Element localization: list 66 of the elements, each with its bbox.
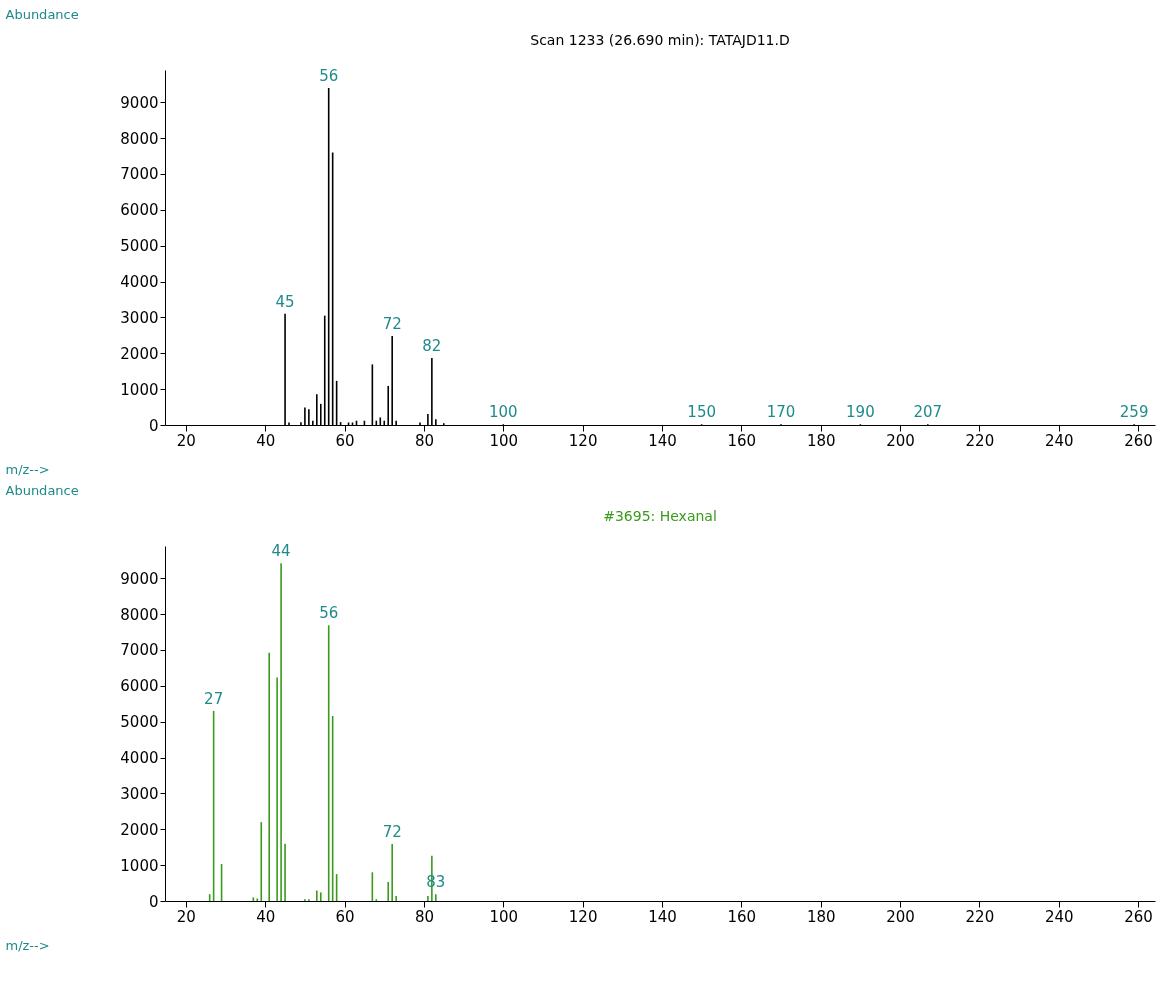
x-tick-label: 180 <box>806 431 836 450</box>
x-tick-label: 20 <box>176 907 196 926</box>
x-tick-label: 140 <box>648 907 677 926</box>
annotation: 45 <box>275 292 295 311</box>
y-tick-label: 3000 <box>120 308 159 327</box>
annotation: 56 <box>319 66 339 85</box>
x-tick-label: 60 <box>335 431 355 450</box>
y-tick-label: 4000 <box>120 273 159 292</box>
y-tick-label: 3000 <box>120 784 159 803</box>
y-tick-label: 0 <box>148 416 159 435</box>
x-tick-label: 120 <box>568 431 598 450</box>
chart-title: Scan 1233 (26.690 min): TATAJD11.D <box>530 32 790 48</box>
annotation: 56 <box>319 604 339 623</box>
x-tick-label: 180 <box>806 907 836 926</box>
x-tick-label: 60 <box>335 907 355 926</box>
x-tick-label: 220 <box>965 431 995 450</box>
y-tick-label: 7000 <box>120 165 159 184</box>
y-tick-label: 2000 <box>120 344 159 363</box>
x-tick-label: 240 <box>1044 907 1074 926</box>
y-tick-label: 4000 <box>120 749 159 768</box>
x-tick-label: 260 <box>1124 431 1153 450</box>
annotation: 72 <box>382 822 402 841</box>
x-tick-label: 120 <box>568 907 598 926</box>
y-tick-label: 7000 <box>120 641 159 660</box>
y-tick-label: 6000 <box>120 201 159 220</box>
y-tick-label: 5000 <box>120 237 159 256</box>
x-axis-title: m/z--> <box>5 937 50 953</box>
y-tick-label: 9000 <box>120 93 159 112</box>
y-tick-label: 6000 <box>120 677 159 696</box>
x-tick-label: 240 <box>1044 431 1074 450</box>
x-tick-label: 220 <box>965 907 995 926</box>
x-tick-label: 20 <box>176 431 196 450</box>
x-tick-label: 140 <box>648 431 677 450</box>
x-tick-label: 40 <box>256 907 276 926</box>
y-tick-label: 8000 <box>120 605 159 624</box>
annotation: 27 <box>204 689 224 708</box>
x-tick-label: 100 <box>489 431 519 450</box>
y-tick-label: 9000 <box>120 569 159 588</box>
annotation: 82 <box>422 336 442 355</box>
x-tick-label: 200 <box>886 431 915 450</box>
y-tick-label: 5000 <box>120 713 159 732</box>
chart-title: #3695: Hexanal <box>603 508 717 524</box>
x-tick-label: 260 <box>1124 907 1153 926</box>
x-tick-label: 160 <box>727 431 757 450</box>
annotation: 170 <box>766 403 796 422</box>
x-tick-label: 80 <box>414 431 434 450</box>
x-tick-label: 160 <box>727 907 757 926</box>
y-axis-title: Abundance <box>5 482 79 498</box>
x-axis-title: m/z--> <box>5 461 50 477</box>
x-tick-label: 80 <box>414 907 434 926</box>
y-tick-label: 2000 <box>120 820 159 839</box>
x-tick-label: 40 <box>256 431 276 450</box>
y-tick-label: 1000 <box>120 380 159 399</box>
annotation: 150 <box>687 403 716 422</box>
annotation: 190 <box>846 403 875 422</box>
y-axis-title: Abundance <box>5 6 79 22</box>
annotation: 259 <box>1119 403 1149 422</box>
y-tick-label: 1000 <box>120 856 159 875</box>
y-tick-label: 8000 <box>120 129 159 148</box>
annotation: 44 <box>271 542 291 561</box>
annotation: 207 <box>913 403 943 422</box>
annotation: 100 <box>488 403 518 422</box>
x-tick-label: 200 <box>886 907 915 926</box>
y-tick-label: 0 <box>148 892 159 911</box>
annotation: 72 <box>382 315 402 334</box>
x-tick-label: 100 <box>489 907 519 926</box>
